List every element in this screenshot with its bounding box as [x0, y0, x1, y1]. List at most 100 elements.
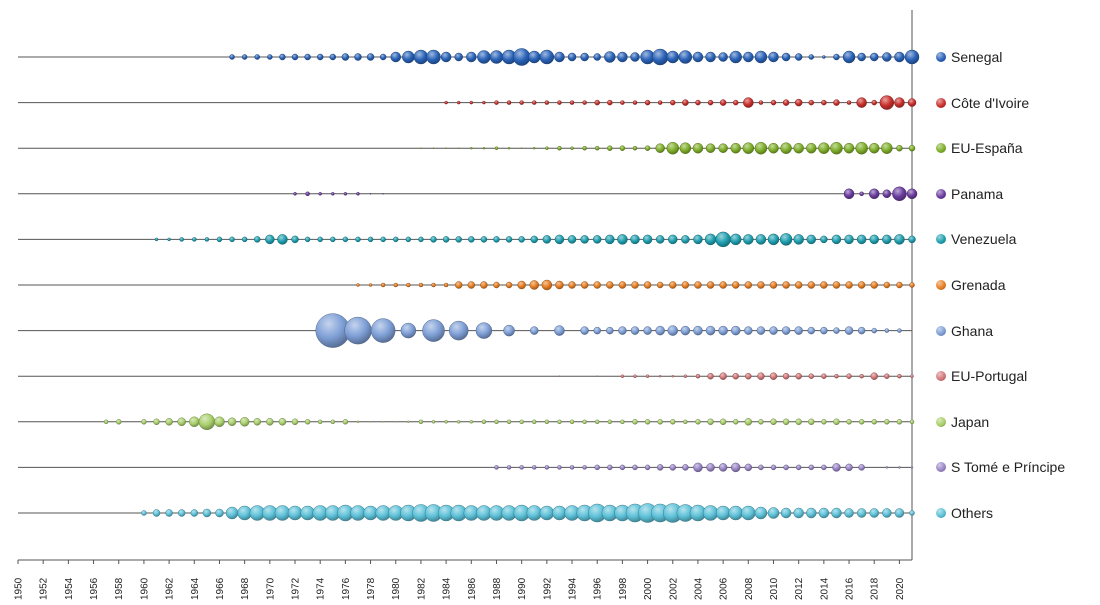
- x-tick-label: 1960: [139, 577, 150, 600]
- data-bubble: [781, 52, 791, 62]
- data-bubble: [643, 326, 652, 335]
- data-bubble: [455, 236, 462, 243]
- data-bubble: [154, 237, 159, 242]
- data-bubble: [705, 325, 716, 336]
- data-bubble: [607, 99, 613, 106]
- data-bubble: [754, 50, 768, 64]
- data-bubble: [304, 419, 311, 425]
- data-bubble: [620, 419, 625, 425]
- data-bubble: [833, 418, 840, 426]
- data-bubble: [656, 281, 664, 289]
- data-bubble: [843, 142, 855, 154]
- data-bubble: [745, 372, 752, 380]
- data-bubble: [481, 419, 487, 425]
- data-bubble: [356, 283, 360, 287]
- x-tick-label: 2004: [693, 577, 704, 600]
- data-bubble: [503, 324, 515, 337]
- data-bubble: [669, 281, 677, 289]
- data-bubble: [369, 421, 372, 423]
- data-bubble: [594, 419, 600, 425]
- series-eu-espana: [18, 141, 916, 155]
- data-bubble: [768, 51, 779, 63]
- data-bubble: [780, 142, 792, 154]
- legend-label: S Tomé e Príncipe: [951, 459, 1066, 476]
- legend-item-others: Others: [936, 503, 993, 523]
- data-bubble: [431, 420, 436, 424]
- data-bubble: [644, 145, 651, 151]
- legend: Senegal Côte d'Ivoire EU-España Panama Venez…: [936, 0, 1096, 560]
- data-bubble: [758, 464, 764, 471]
- data-bubble: [304, 53, 311, 61]
- series-cote-d-ivoire: [18, 95, 917, 110]
- data-bubble: [467, 281, 476, 289]
- data-bubble: [870, 372, 878, 380]
- data-bubble: [729, 50, 742, 64]
- legend-item-eu-espana: EU-España: [936, 138, 1023, 158]
- legend-label: Côte d'Ivoire: [951, 94, 1030, 111]
- data-bubble: [630, 326, 640, 335]
- data-bubble: [318, 192, 322, 196]
- data-bubble: [304, 236, 311, 243]
- data-bubble: [892, 186, 907, 202]
- data-bubble: [407, 420, 410, 424]
- data-bubble: [670, 99, 676, 106]
- x-tick-label: 1998: [618, 577, 629, 600]
- data-bubble: [141, 419, 147, 425]
- data-bubble: [580, 281, 589, 289]
- data-bubble: [557, 100, 562, 105]
- data-bubble: [506, 419, 512, 425]
- data-bubble: [239, 417, 250, 427]
- data-bubble: [254, 54, 260, 60]
- series-ghana: [18, 313, 912, 348]
- x-tick-label: 1992: [542, 577, 553, 600]
- data-bubble: [808, 99, 815, 106]
- data-bubble: [808, 464, 815, 471]
- legend-marker: [936, 188, 946, 199]
- data-bubble: [643, 281, 652, 289]
- data-bubble: [382, 421, 384, 423]
- data-bubble: [177, 509, 186, 517]
- data-bubble: [869, 508, 879, 518]
- data-bubble: [843, 188, 855, 200]
- data-bubble: [794, 281, 803, 289]
- data-bubble: [856, 508, 867, 518]
- data-bubble: [732, 419, 739, 425]
- x-tick-label: 2010: [769, 577, 780, 600]
- data-bubble: [630, 52, 640, 62]
- data-bubble: [607, 464, 613, 471]
- data-bubble: [655, 235, 665, 244]
- data-bubble: [678, 50, 693, 64]
- data-bubble: [390, 51, 401, 63]
- data-bubble: [470, 146, 473, 150]
- data-bubble: [871, 419, 877, 425]
- data-bubble: [253, 418, 261, 426]
- data-bubble: [693, 234, 703, 245]
- data-bubble: [858, 464, 865, 471]
- data-bubble: [604, 51, 616, 63]
- data-bubble: [529, 280, 540, 290]
- legend-label: Senegal: [951, 49, 1003, 65]
- data-bubble: [679, 142, 692, 154]
- data-bubble: [781, 326, 791, 335]
- data-bubble: [418, 236, 424, 243]
- x-tick-label: 2002: [668, 577, 679, 600]
- data-bubble: [489, 50, 504, 64]
- data-bubble: [505, 281, 513, 289]
- data-bubble: [202, 508, 212, 518]
- data-bubble: [557, 145, 562, 151]
- data-bubble: [341, 53, 350, 61]
- data-bubble: [868, 188, 880, 200]
- data-bubble: [884, 419, 890, 425]
- data-bubble: [594, 99, 600, 106]
- data-bubble: [793, 142, 804, 154]
- data-bubble: [392, 236, 399, 243]
- data-bubble: [532, 100, 537, 105]
- data-bubble: [744, 281, 753, 289]
- data-bubble: [456, 420, 461, 424]
- data-bubble: [842, 50, 856, 64]
- data-bubble: [545, 146, 549, 150]
- data-bubble: [526, 505, 543, 521]
- x-tick-label: 2012: [794, 577, 805, 600]
- data-bubble: [153, 418, 160, 426]
- data-bubble: [482, 146, 486, 150]
